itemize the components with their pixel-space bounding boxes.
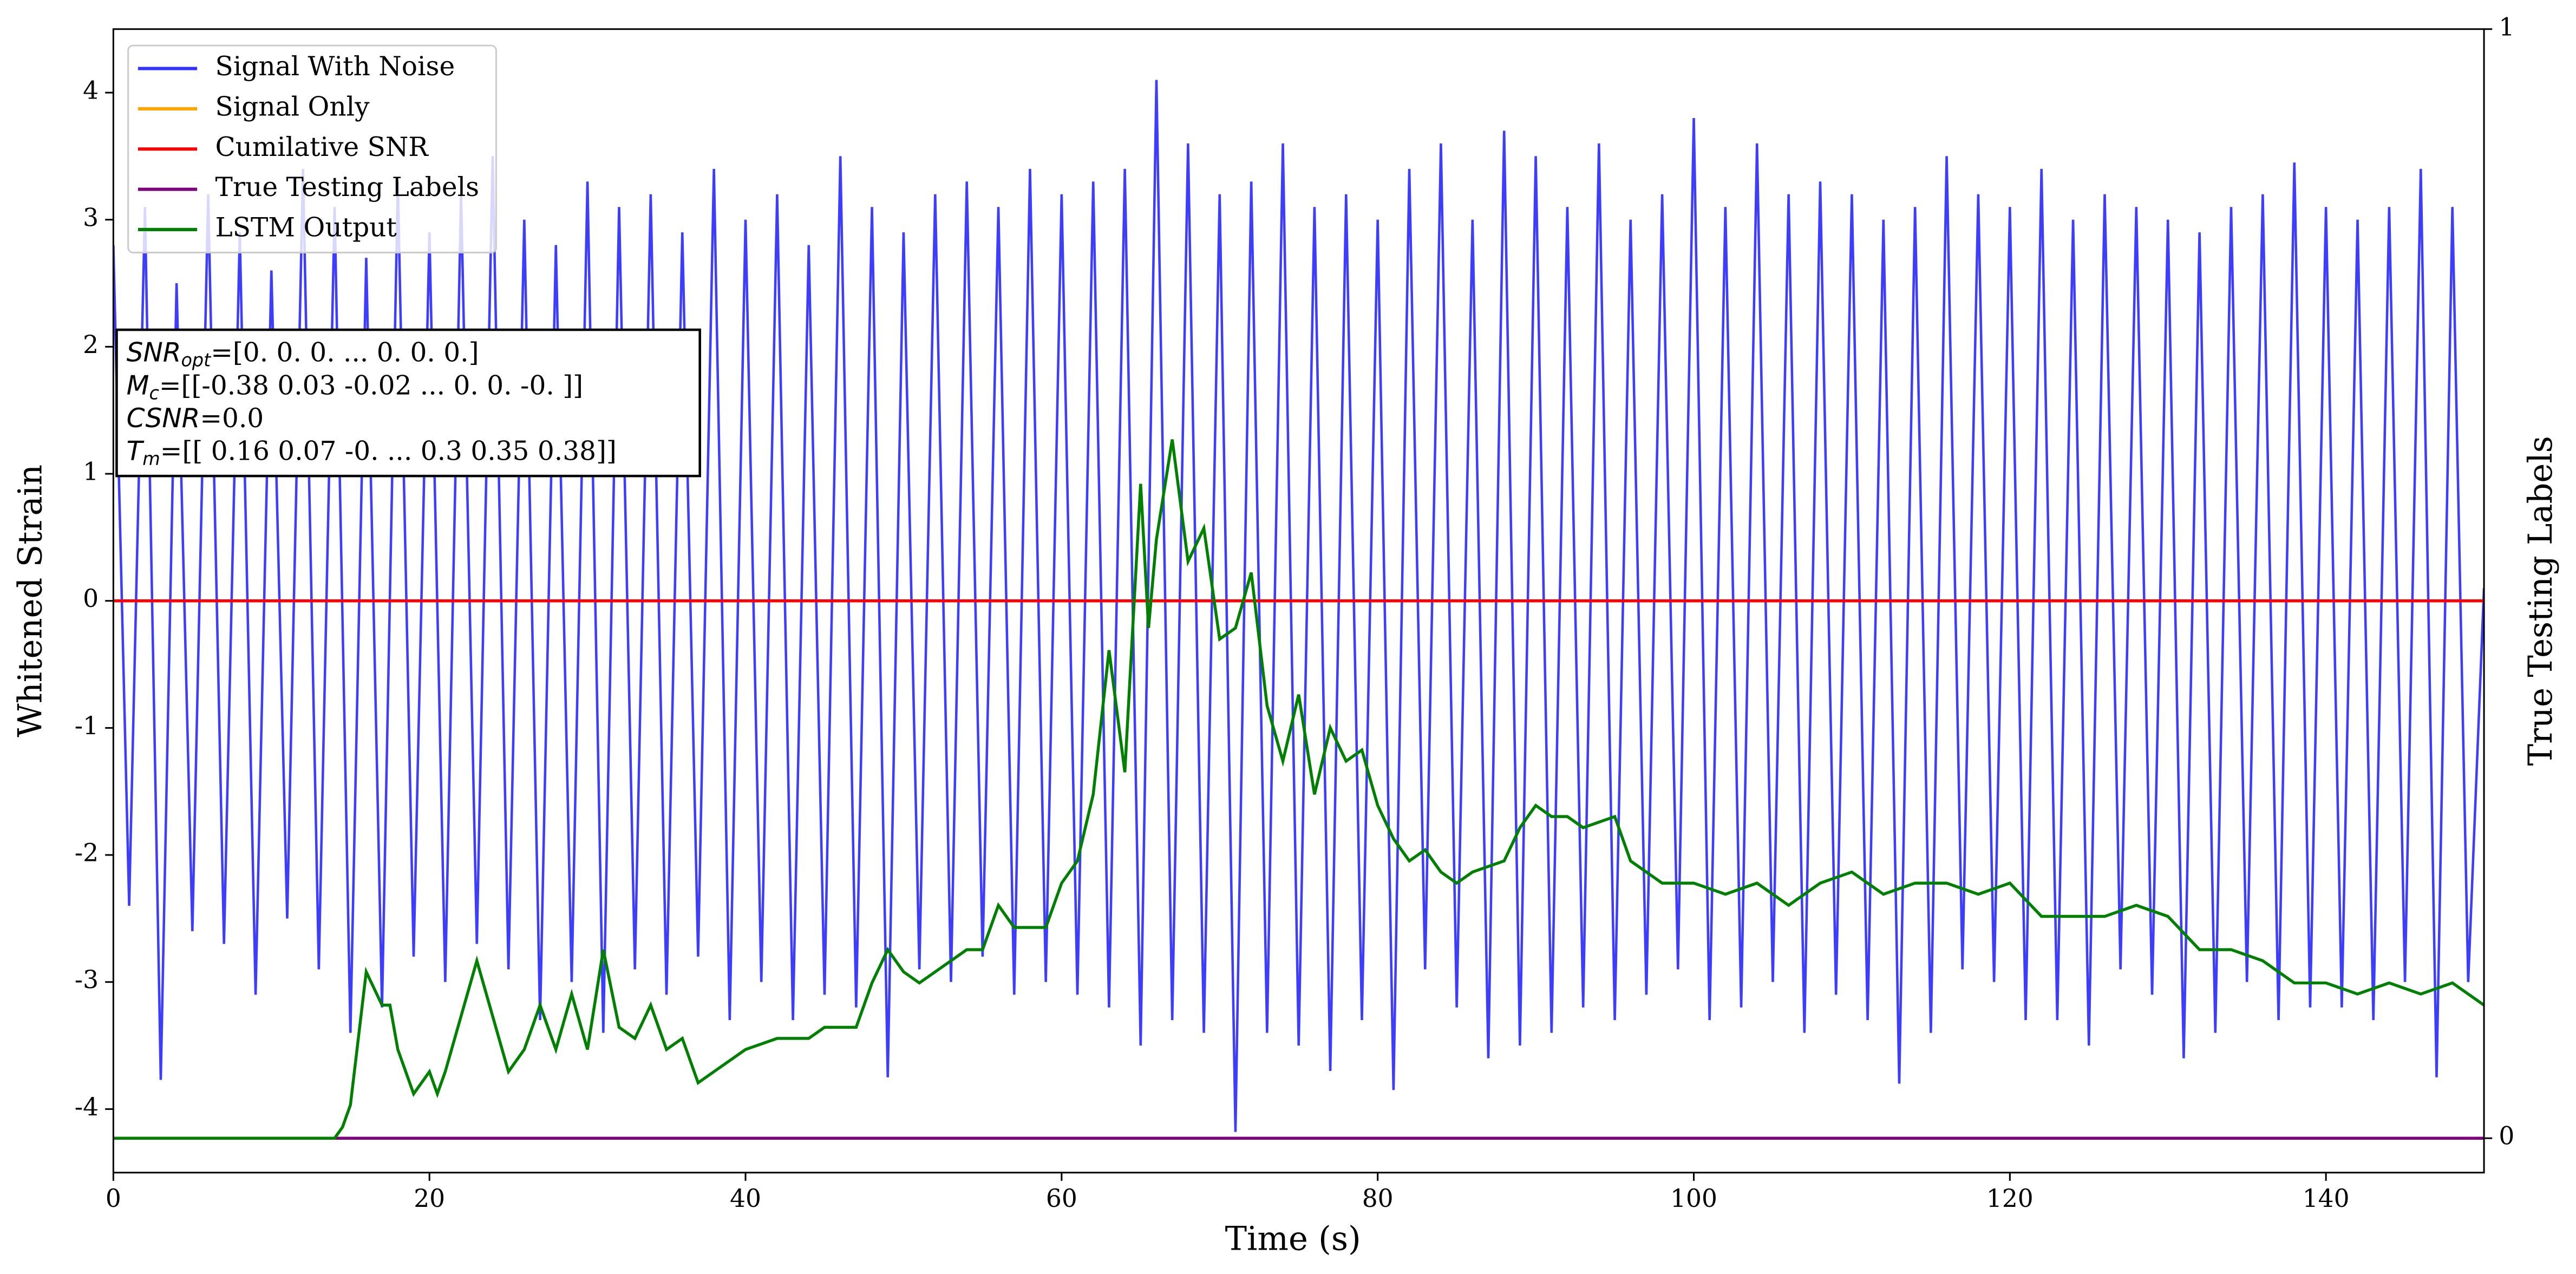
- y-tick-label: 2: [83, 330, 99, 359]
- annotation-sub: opt: [181, 349, 212, 370]
- legend-label: Signal Only: [215, 92, 370, 122]
- annotation-line: SNRopt=[0. 0. 0. ... 0. 0. 0.]: [127, 337, 479, 370]
- annotation-text: =0.0: [200, 403, 264, 433]
- y2-tick-label: 1: [2499, 12, 2514, 41]
- y-tick-label: -3: [75, 965, 99, 994]
- y-axis-label: Whitened Strain: [11, 465, 49, 737]
- annotation-var: SNR: [127, 338, 181, 368]
- annotation-line: Mc=[[-0.38 0.03 -0.02 ... 0. 0. -0. ]]: [127, 370, 583, 403]
- y-tick-label: 0: [83, 584, 99, 613]
- legend-label: Signal With Noise: [215, 51, 455, 82]
- x-tick-label: 40: [730, 1184, 761, 1213]
- y-tick-label: 1: [83, 458, 99, 486]
- annotation-var: CSNR: [127, 403, 200, 434]
- annotation-text: =[[ 0.16 0.07 -0. ... 0.3 0.35 0.38]]: [160, 436, 617, 466]
- y2-tick-label: 0: [2499, 1122, 2514, 1151]
- y-tick-label: 3: [83, 203, 99, 232]
- x-tick-label: 140: [2303, 1184, 2350, 1213]
- legend: Signal With Noise Signal Only Cumilative S…: [127, 44, 497, 253]
- y-tick-label: 4: [83, 76, 99, 105]
- x-tick-label: 0: [106, 1184, 121, 1213]
- y2-axis-label: True Testing Labels: [2522, 436, 2560, 766]
- x-tick-label: 80: [1362, 1184, 1394, 1213]
- annotation-var: M: [127, 370, 149, 401]
- y-tick-label: -2: [75, 839, 99, 867]
- y-tick-label: -4: [75, 1093, 99, 1121]
- x-tick-label: 120: [1986, 1184, 2034, 1213]
- x-axis-label: Time (s): [1225, 1220, 1361, 1258]
- annotation-box: [115, 328, 701, 478]
- annotation-var: T: [127, 436, 145, 467]
- annotation: SNRopt=[0. 0. 0. ... 0. 0. 0.]Mc=[[-0.38…: [115, 328, 701, 478]
- legend-box: [127, 44, 497, 253]
- series-line: [113, 80, 2485, 1132]
- legend-label: Cumilative SNR: [215, 132, 429, 162]
- annotation-line: Tm=[[ 0.16 0.07 -0. ... 0.3 0.35 0.38]]: [127, 436, 617, 469]
- y-tick-label: -1: [75, 711, 99, 740]
- x-tick-label: 100: [1670, 1184, 1717, 1213]
- annotation-text: =[0. 0. 0. ... 0. 0. 0.]: [211, 337, 479, 368]
- annotation-text: =[[-0.38 0.03 -0.02 ... 0. 0. -0. ]]: [159, 370, 583, 401]
- series-line: [113, 439, 2485, 1140]
- annotation-line: CSNR=0.0: [127, 403, 264, 433]
- legend-label: True Testing Labels: [215, 172, 480, 202]
- annotation-sub: c: [149, 382, 159, 403]
- x-tick-label: 20: [414, 1184, 445, 1213]
- annotation-sub: m: [142, 448, 160, 469]
- x-tick-label: 60: [1046, 1184, 1077, 1213]
- legend-label: LSTM Output: [215, 212, 397, 243]
